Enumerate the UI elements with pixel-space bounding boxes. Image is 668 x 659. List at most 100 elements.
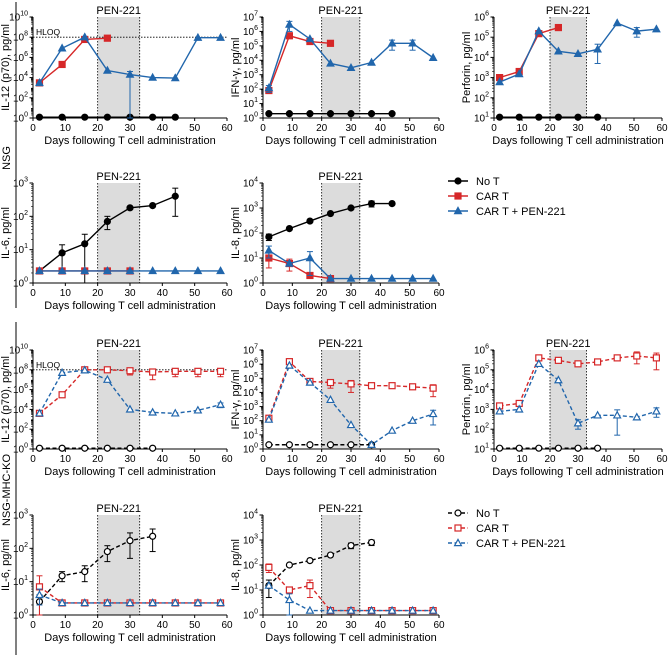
y-tick-label: 104	[474, 51, 489, 64]
x-tick-label: 20	[316, 288, 328, 299]
data-point	[285, 586, 293, 594]
y-tick-label: 100	[243, 609, 258, 622]
x-tick-label: 30	[572, 123, 584, 134]
data-point	[306, 441, 314, 449]
y-tick-label: 103	[243, 68, 258, 81]
data-point	[573, 48, 583, 58]
y-tick-label: 102	[13, 423, 28, 436]
x-tick-label: 40	[375, 620, 387, 631]
data-point	[285, 110, 293, 118]
y-tick-label: 104	[243, 54, 258, 67]
x-tick-label: 40	[157, 620, 169, 631]
group-label: NSG-MHC-KO	[1, 454, 13, 527]
x-axis-label: Days following T cell administration	[492, 466, 663, 478]
data-point	[102, 65, 112, 74]
legend-entry-car-t-pen-221: CAR T + PEN-221	[448, 206, 566, 218]
series-car-t-pen-221	[35, 266, 225, 275]
data-point	[409, 383, 417, 391]
data-point	[514, 404, 524, 413]
series-car-t-pen-221	[35, 32, 225, 119]
legend-label: CAR T + PEN-221	[476, 538, 566, 550]
data-point	[387, 605, 397, 614]
pen221-shaded-window	[97, 350, 140, 449]
panel-title: PEN-221	[318, 338, 363, 350]
x-tick-label: 40	[157, 454, 169, 465]
data-point	[535, 113, 543, 121]
y-tick-label: 107	[243, 344, 258, 357]
y-tick-label: 102	[13, 542, 28, 555]
data-point	[593, 44, 603, 53]
data-point	[171, 113, 179, 121]
data-point	[306, 556, 314, 565]
pen221-shaded-window	[97, 183, 140, 283]
x-tick-label: 40	[375, 123, 387, 134]
data-point	[284, 360, 294, 369]
x-tick-label: 0	[30, 620, 36, 631]
pen221-shaded-window	[321, 515, 360, 615]
x-tick-label: 60	[221, 288, 233, 299]
group-nsg: NSG	[1, 2, 17, 308]
data-point	[326, 605, 335, 614]
x-tick-label: 60	[656, 123, 668, 134]
series-car-t-pen-221	[495, 18, 661, 86]
data-point	[612, 410, 622, 419]
y-tick-label: 102	[474, 423, 489, 436]
series-car-t-pen-221	[495, 358, 661, 436]
y-tick-label: 105	[243, 372, 258, 385]
y-tick-label: 102	[13, 91, 28, 104]
series-line	[268, 360, 434, 419]
y-axis-label: Perforin, pg/ml	[461, 364, 473, 436]
series-line	[268, 585, 434, 612]
y-tick-label: 106	[243, 358, 258, 371]
data-point	[102, 598, 112, 607]
data-point	[216, 367, 225, 375]
x-tick-label: 20	[316, 454, 328, 465]
legend-entry-no-t: No T	[448, 508, 500, 520]
y-tick-label: 105	[474, 363, 489, 376]
data-point	[58, 60, 66, 69]
series-line	[499, 362, 657, 425]
data-point	[265, 110, 273, 118]
x-axis-label: Days following T cell administration	[44, 135, 215, 147]
y-tick-label: 106	[13, 51, 28, 64]
data-point	[306, 110, 314, 118]
data-point	[388, 382, 396, 390]
data-point	[81, 240, 89, 248]
data-point	[496, 444, 504, 452]
data-point	[103, 547, 111, 556]
data-point	[367, 273, 376, 282]
panel-title: PEN-221	[318, 503, 363, 515]
legend-nsg-mhc-ko: No T CAR T CAR T + PEN-221	[448, 508, 566, 550]
data-point	[149, 368, 157, 376]
data-point	[408, 273, 418, 282]
y-tick-label: 102	[243, 559, 258, 572]
data-point	[305, 253, 315, 262]
data-point	[265, 233, 273, 241]
x-tick-label: 30	[572, 454, 584, 465]
data-point	[347, 110, 355, 118]
data-point	[125, 266, 135, 275]
series-line	[268, 34, 331, 91]
legend-label: No T	[476, 508, 500, 520]
x-tick-label: 50	[404, 620, 416, 631]
data-point	[346, 605, 356, 614]
y-tick-label: 104	[13, 71, 28, 84]
data-point	[495, 77, 505, 86]
y-tick-label: 103	[474, 71, 489, 84]
data-point	[216, 32, 225, 41]
y-tick-label: 106	[474, 344, 489, 357]
data-point	[612, 18, 622, 27]
pen221-shaded-window	[550, 17, 587, 118]
data-point	[125, 598, 135, 607]
data-point	[284, 595, 294, 604]
x-tick-label: 30	[124, 123, 136, 134]
x-axis-label: Days following T cell administration	[492, 135, 663, 147]
data-point	[126, 444, 134, 452]
data-point	[265, 441, 273, 449]
x-axis-label: Days following T cell administration	[265, 632, 436, 644]
data-point	[194, 367, 202, 375]
data-point	[367, 110, 376, 118]
